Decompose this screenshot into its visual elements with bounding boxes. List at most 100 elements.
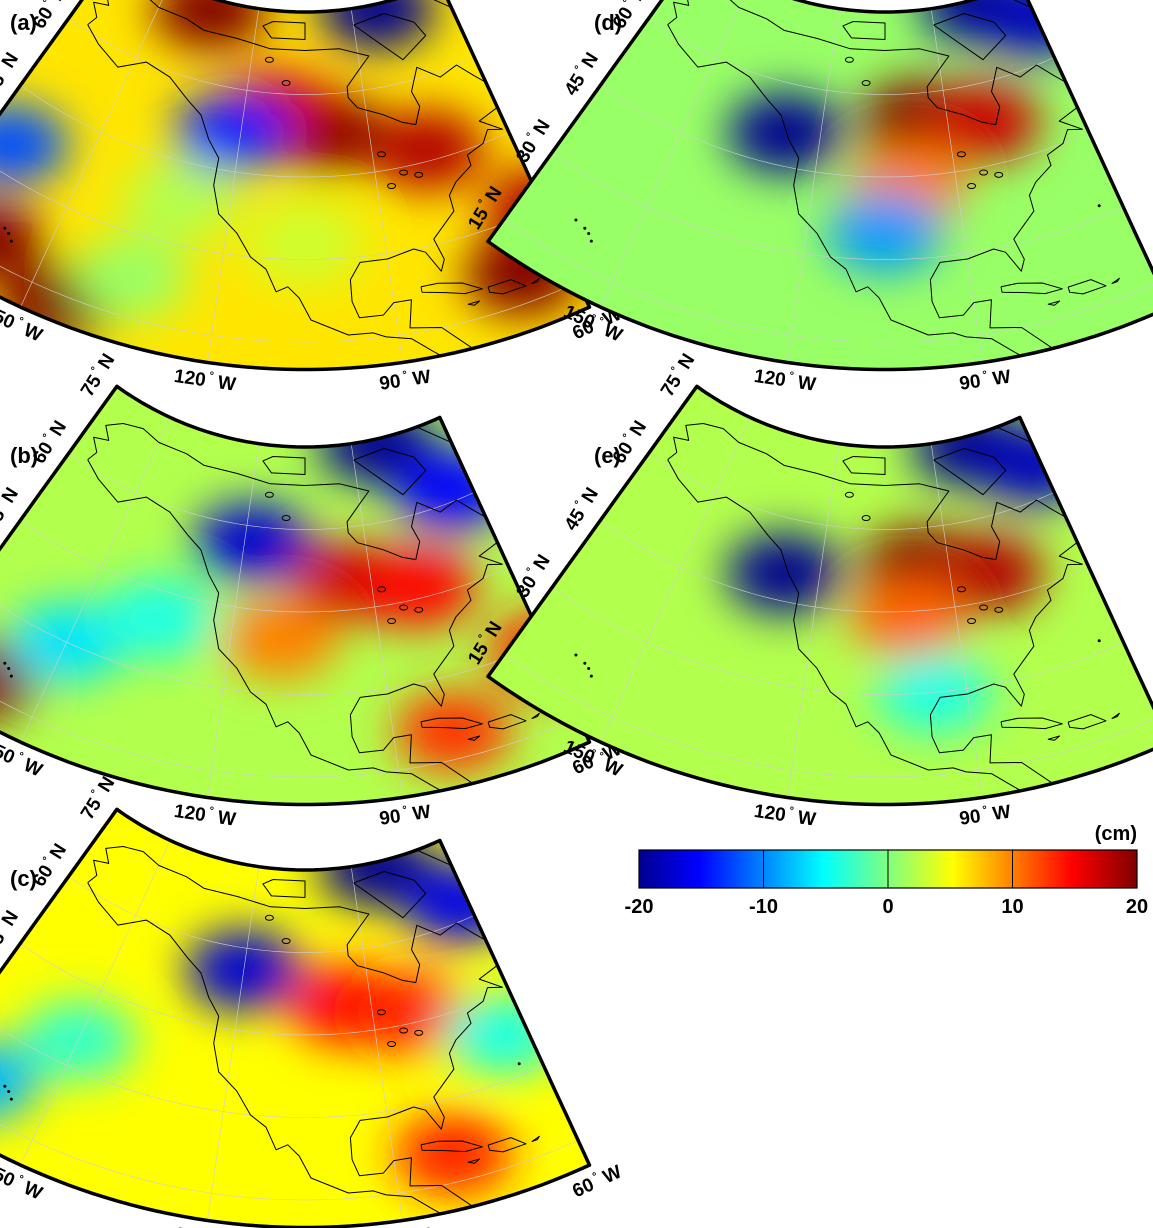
panel-label: (a) <box>10 10 37 35</box>
island-marker <box>583 226 587 230</box>
graticule-line <box>207 866 260 1221</box>
graticule-line <box>350 443 403 798</box>
graticule-line <box>0 653 579 778</box>
lake-outline <box>956 586 966 593</box>
lake-outline <box>414 606 424 613</box>
coastline <box>1111 712 1120 720</box>
graticule-line <box>207 443 260 798</box>
coastline <box>933 448 1007 496</box>
graticule-line <box>600 0 751 308</box>
lake-outline <box>281 80 291 87</box>
map-panel-c: (c)75°N60°N45°N30°N15°N150°W120°W90°W60°… <box>0 773 625 1228</box>
coastline <box>1000 717 1063 730</box>
lake-outline <box>281 938 291 945</box>
lake-outline <box>967 183 977 190</box>
coastline <box>420 1140 483 1153</box>
lake-outline <box>861 515 871 522</box>
graticule-line <box>68 876 475 953</box>
map-background <box>488 0 1153 370</box>
coastline <box>467 300 481 306</box>
graticule-line <box>648 453 1055 530</box>
island-marker <box>517 1062 521 1066</box>
island-marker <box>1097 204 1101 208</box>
coastline <box>262 456 306 475</box>
graticule-line <box>20 840 171 1166</box>
anomaly-blob <box>395 691 512 772</box>
coastline <box>487 714 527 730</box>
coastline <box>262 21 306 40</box>
graticule-line <box>68 18 475 95</box>
coastline <box>531 712 540 720</box>
coastline <box>487 1137 527 1153</box>
graticule-line <box>600 84 1090 178</box>
lake-outline <box>264 914 274 921</box>
lake-outline <box>956 151 966 158</box>
island-marker <box>583 661 587 665</box>
graticule-line <box>648 18 1055 95</box>
lon-tick-label: 90°W <box>958 801 1012 830</box>
coastline <box>420 717 483 730</box>
coastline <box>87 0 509 362</box>
lake-outline <box>844 491 854 498</box>
coastline <box>531 1135 540 1143</box>
graticule-line <box>787 8 840 363</box>
colorbar-tick-label: -10 <box>749 896 778 918</box>
lake-outline <box>399 1027 409 1034</box>
coastline <box>87 846 509 1220</box>
panel-label: (b) <box>10 443 38 468</box>
coastline <box>353 448 427 496</box>
lake-outline <box>387 1041 397 1048</box>
graticule-line <box>930 443 983 798</box>
anomaly-blob <box>360 547 477 628</box>
coastline <box>842 21 886 40</box>
lake-outline <box>376 586 386 593</box>
anomaly-blob <box>369 110 485 191</box>
coastline <box>487 279 527 295</box>
lake-outline <box>376 151 386 158</box>
graticule-line <box>207 8 260 363</box>
lake-outline <box>979 169 989 176</box>
coastline <box>467 735 481 741</box>
island-marker <box>3 226 7 230</box>
graticule-line <box>600 417 751 743</box>
lon-tick-label: 120°W <box>173 365 238 396</box>
anomaly-blob <box>318 0 435 50</box>
lake-outline <box>979 604 989 611</box>
lon-tick-label: 120°W <box>753 365 818 396</box>
anomaly-blob <box>402 863 519 944</box>
coastline <box>1047 735 1061 741</box>
lon-tick-label: 90°W <box>378 366 432 395</box>
colorbar-tick-label: 10 <box>1001 896 1023 918</box>
anomaly-blob <box>194 502 311 583</box>
graticule-line <box>20 417 171 743</box>
map-frame <box>486 384 1153 807</box>
anomaly-blob <box>72 238 189 319</box>
anomaly-blob <box>174 92 291 173</box>
graticule-line <box>0 1076 579 1201</box>
lake-outline <box>861 80 871 87</box>
graticule-line <box>930 8 983 363</box>
anomaly-blob <box>726 533 843 614</box>
graticule-line <box>20 942 510 1036</box>
map-frame <box>0 807 592 1228</box>
anomaly-blob <box>394 449 511 530</box>
graticule-line <box>20 519 510 613</box>
anomaly-blob <box>727 93 844 173</box>
coastline <box>87 423 509 797</box>
anomaly-blob <box>0 199 43 279</box>
panel-label: (d) <box>594 10 622 35</box>
colorbar: (cm) -20 -10 0 10 20 <box>625 823 1149 918</box>
panel-label: (c) <box>10 866 37 891</box>
island-marker <box>9 1097 13 1101</box>
island-marker <box>587 666 591 670</box>
coastline <box>1067 279 1107 295</box>
lon-tick-label: 90°W <box>958 366 1012 395</box>
anomaly-blob <box>122 160 239 241</box>
lon-tick-label: 90°W <box>378 801 432 830</box>
lake-outline <box>264 56 274 63</box>
graticule-line <box>787 443 840 798</box>
graticule-line <box>68 453 475 530</box>
lon-tick-label: 120°W <box>753 800 818 831</box>
coastline <box>667 0 1089 362</box>
